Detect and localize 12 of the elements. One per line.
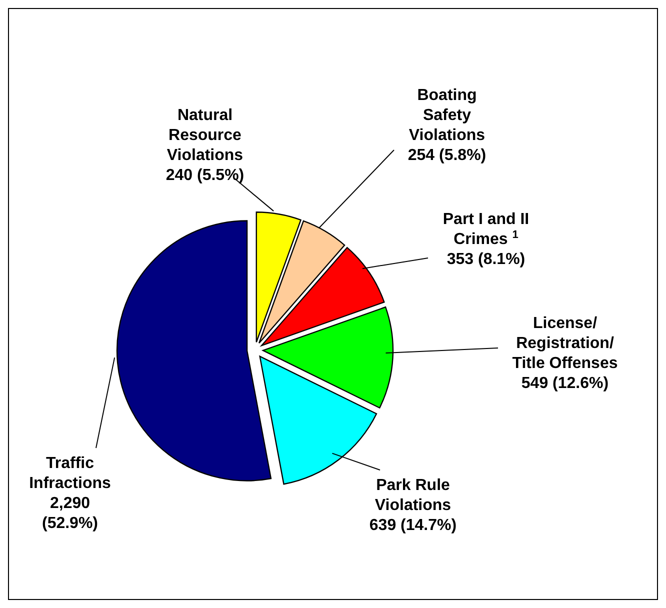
data-label: 549 (12.6%)	[521, 375, 609, 392]
slice-label: Part I and II Crimes $^{1}$	[442, 211, 530, 248]
data-label: 2,290 (52.9%)	[42, 495, 98, 532]
data-label: 240 (5.5%)	[166, 167, 244, 184]
slice-label: Traffic Infractions	[29, 455, 111, 492]
slice-label: Boating Safety Violations	[408, 87, 486, 144]
data-label: 639 (14.7%)	[369, 517, 457, 534]
data-label: 353 (8.1%)	[446, 251, 526, 268]
slice-label: Natural Resource Violations	[166, 107, 244, 164]
slice-label: Park Rule Violations	[374, 477, 452, 514]
data-label: 254 (5.8%)	[408, 147, 486, 164]
slice-label: License/ Registration/ Title Offenses	[512, 315, 618, 372]
